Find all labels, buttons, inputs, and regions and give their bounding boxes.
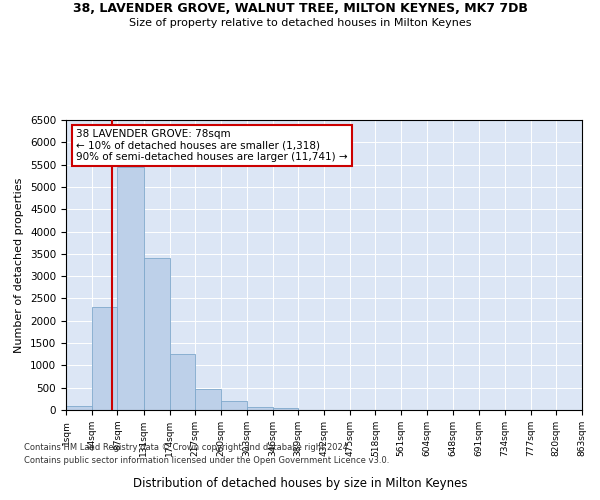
Bar	[221, 401, 247, 410]
Bar	[272, 408, 298, 410]
Text: Contains HM Land Registry data © Crown copyright and database right 2024.: Contains HM Land Registry data © Crown c…	[24, 444, 350, 452]
Bar	[195, 390, 221, 410]
Bar	[247, 406, 272, 410]
Bar	[170, 354, 195, 410]
Text: Size of property relative to detached houses in Milton Keynes: Size of property relative to detached ho…	[129, 18, 471, 28]
Text: 38 LAVENDER GROVE: 78sqm
← 10% of detached houses are smaller (1,318)
90% of sem: 38 LAVENDER GROVE: 78sqm ← 10% of detach…	[76, 128, 348, 162]
Text: 38, LAVENDER GROVE, WALNUT TREE, MILTON KEYNES, MK7 7DB: 38, LAVENDER GROVE, WALNUT TREE, MILTON …	[73, 2, 527, 16]
Bar	[92, 308, 118, 410]
Text: Distribution of detached houses by size in Milton Keynes: Distribution of detached houses by size …	[133, 477, 467, 490]
Y-axis label: Number of detached properties: Number of detached properties	[14, 178, 25, 352]
Bar	[144, 258, 170, 410]
Bar	[118, 167, 144, 410]
Bar	[66, 406, 92, 410]
Text: Contains public sector information licensed under the Open Government Licence v3: Contains public sector information licen…	[24, 456, 389, 465]
